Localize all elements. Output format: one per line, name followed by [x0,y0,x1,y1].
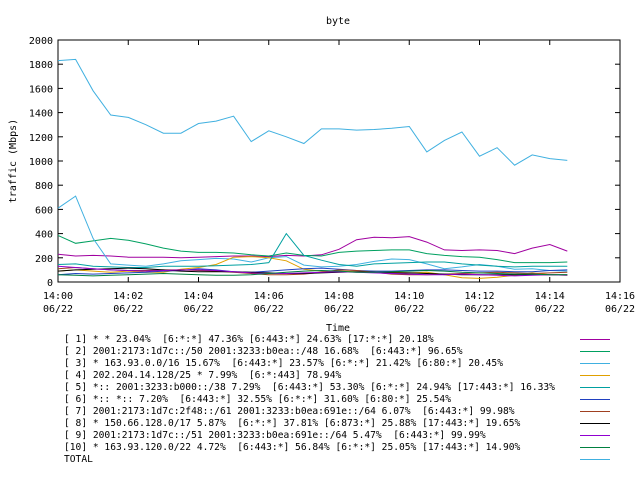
legend-item: [ 4] 202.204.14.128/25 * 7.99% [6:*:443]… [64,370,634,382]
legend-item: [ 9] 2001:2173:1d7c::/51 2001:3233:b0ea:… [64,430,634,442]
legend-item: [ 7] 2001:2173:1d7c:2f48::/61 2001:3233:… [64,406,634,418]
legend-item: [ 5] *:: 2001:3233:b000::/38 7.29% [6:44… [64,382,634,394]
legend-swatch [580,459,610,460]
x-tick-label-date: 06/22 [183,304,213,315]
legend-swatch [580,363,610,364]
legend-item: [ 3] * 163.93.0.0/16 15.67% [6:443:*] 23… [64,358,634,370]
legend-item: [ 1] * * 23.04% [6:*:*] 47.36% [6:443:*]… [64,334,634,346]
y-tick-label: 0 [47,278,53,289]
x-tick-label-time: 14:16 [605,291,635,302]
plot-frame [57,39,621,283]
series-line-11 [57,58,568,166]
y-tick-label: 1200 [29,133,53,144]
y-axis: 0 200 400 600 800 1000 1200 1400 1600 1800 2000 [29,36,620,289]
series-line-1 [57,236,568,259]
legend-label: [ 5] *:: 2001:3233:b000::/38 7.29% [6:44… [64,382,555,393]
series-line-10 [57,269,568,277]
x-tick-label-time: 14:02 [113,291,143,302]
x-tick-label-date: 06/22 [605,304,635,315]
legend-swatch [580,351,610,352]
y-tick-label: 1400 [29,109,53,120]
legend-item: [ 8] * 150.66.128.0/17 5.87% [6:*:*] 37.… [64,418,634,430]
x-tick-label-time: 14:06 [254,291,284,302]
x-tick-label-time: 14:04 [183,291,213,302]
y-tick-label: 1600 [29,84,53,95]
x-axis-label: Time [326,323,350,334]
x-tick-label-date: 06/22 [254,304,284,315]
x-axis: 14:00 06/22 14:02 06/22 14:04 06/22 14:06 06/22… [43,40,635,315]
y-tick-label: 800 [35,181,53,192]
series-line-3 [57,195,568,272]
series-line-5 [57,232,568,268]
legend-label: [10] * 163.93.120.0/22 4.72% [6:443:*] 5… [64,442,521,453]
legend-label: [ 7] 2001:2173:1d7c:2f48::/61 2001:3233:… [64,406,515,417]
y-tick-label: 400 [35,230,53,241]
y-tick-label: 2000 [29,36,53,47]
chart-title: byte [326,16,350,27]
x-tick-label-date: 06/22 [394,304,424,315]
series-lines [57,58,568,279]
x-tick-label-time: 14:08 [324,291,354,302]
legend-item: [10] * 163.93.120.0/22 4.72% [6:443:*] 5… [64,442,634,454]
y-tick-label: 1000 [29,157,53,168]
legend-swatch [580,411,610,412]
legend-label: [ 4] 202.204.14.128/25 * 7.99% [6:*:443]… [64,370,342,381]
x-tick-label-time: 14:14 [535,291,565,302]
legend-label: [ 6] *:: *:: 7.20% [6:443:*] 32.55% [6:*… [64,394,451,405]
x-tick-label-date: 06/22 [324,304,354,315]
legend-label: [ 1] * * 23.04% [6:*:*] 47.36% [6:443:*]… [64,334,434,345]
x-tick-label-date: 06/22 [113,304,143,315]
x-tick-label-time: 14:12 [464,291,494,302]
legend-swatch [580,447,610,448]
y-tick-label: 600 [35,205,53,216]
y-tick-label: 1800 [29,60,53,71]
legend-label: [ 2] 2001:2173:1d7c::/50 2001:3233:b0ea:… [64,346,463,357]
legend-swatch [580,399,610,400]
x-tick-label-date: 06/22 [43,304,73,315]
x-tick-label-time: 14:00 [43,291,73,302]
legend-label: [ 3] * 163.93.0.0/16 15.67% [6:443:*] 23… [64,358,503,369]
legend-label: TOTAL [64,454,93,465]
x-tick-label-time: 14:10 [394,291,424,302]
series-line-2 [57,234,568,264]
series-line-9 [57,265,568,277]
legend-swatch [580,387,610,388]
legend-swatch [580,339,610,340]
legend-swatch [580,423,610,424]
plot-border [57,39,621,283]
legend-label: [ 8] * 150.66.128.0/17 5.87% [6:*:*] 37.… [64,418,521,429]
legend-swatch [580,435,610,436]
legend-swatch [580,375,610,376]
legend-item: [ 2] 2001:2173:1d7c::/50 2001:3233:b0ea:… [64,346,634,358]
legend-item: [ 6] *:: *:: 7.20% [6:443:*] 32.55% [6:*… [64,394,634,406]
legend-label: [ 9] 2001:2173:1d7c::/51 2001:3233:b0ea:… [64,430,486,441]
y-tick-label: 200 [35,254,53,265]
x-tick-label-date: 06/22 [464,304,494,315]
series-line-6 [57,267,568,276]
legend-item: TOTAL [64,454,634,466]
x-tick-label-date: 06/22 [535,304,565,315]
y-axis-label: traffic (Mbps) [8,119,19,203]
